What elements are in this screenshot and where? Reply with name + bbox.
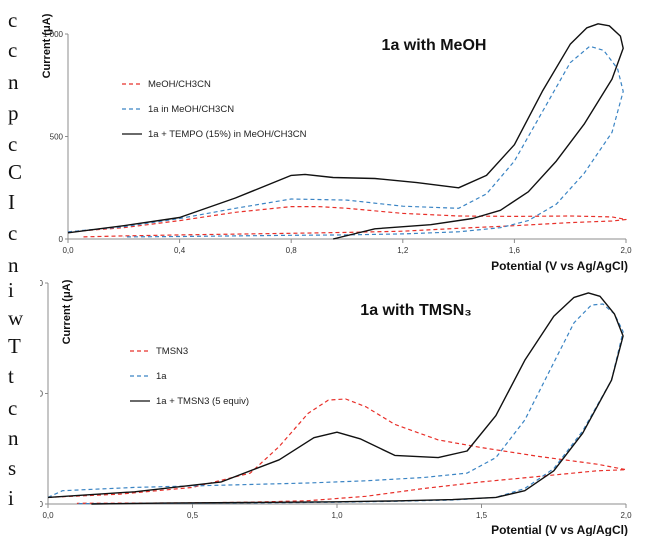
background-text-left-14: n: [8, 426, 19, 450]
chart-panel-tmsn3: 0,0 0,5 1,0 1,5 2,0 0 500 1 000 Current (μA) Pote…: [23, 278, 646, 537]
chart-panel-meoh: 0,0 0,4 0,8 1,2 1,6 2,0 0 500 1 000 Current (μA) P…: [40, 6, 646, 274]
y-tick-label: 1 000: [43, 30, 64, 39]
y-tick-label: 500: [50, 133, 64, 142]
background-text-left-15: s: [8, 456, 17, 480]
cv-chart-tmsn3: 0,0 0,5 1,0 1,5 2,0 0 500 1 000 Current (μA) Pote…: [23, 279, 632, 537]
x-tick-label: 1,5: [476, 511, 488, 520]
y-tick-label: 500: [40, 390, 44, 399]
x-tick-label: 0,4: [174, 246, 186, 255]
background-text-left-13: c: [8, 396, 18, 420]
background-text-left-11: T: [8, 334, 21, 358]
series-line-1: [47, 303, 624, 505]
background-text-left-7: c: [8, 221, 18, 245]
x-tick-label: 0,0: [42, 511, 54, 520]
legend-label-2: 1a + TMSN3 (5 equiv): [156, 396, 249, 407]
legend-label-1: 1a in MeOH/CH3CN: [148, 104, 234, 115]
x-axis-label: Potential (V vs Ag/AgCl): [491, 523, 628, 536]
x-tick-label: 0,0: [62, 246, 74, 255]
background-text-left-10: w: [8, 306, 24, 330]
x-tick-label: 1,2: [397, 246, 409, 255]
background-text-left-6: I: [8, 190, 15, 214]
background-text-left-1: c: [8, 38, 18, 62]
background-text-left-2: n: [8, 70, 19, 94]
x-tick-label: 1,0: [331, 511, 343, 520]
x-tick-label: 0,8: [286, 246, 298, 255]
y-tick-label: 0: [59, 235, 64, 244]
series-line-0: [47, 398, 627, 504]
x-tick-label: 1,6: [509, 246, 521, 255]
x-tick-label: 0,5: [187, 511, 199, 520]
y-tick-label: 1 000: [40, 279, 44, 288]
legend-label-2: 1a + TEMPO (15%) in MeOH/CH3CN: [148, 129, 307, 140]
legend-label-1: 1a: [156, 371, 167, 382]
legend-label-0: MeOH/CH3CN: [148, 79, 211, 90]
series-line-2: [47, 292, 624, 505]
legend-label-0: TMSN3: [156, 346, 188, 357]
background-text-left-9: i: [8, 278, 14, 302]
y-axis-label: Current (μA): [61, 279, 73, 344]
background-text-left-3: p: [8, 101, 19, 125]
series-line-2: [67, 23, 624, 240]
y-tick-label: 0: [40, 500, 44, 509]
background-text-left-4: c: [8, 132, 18, 156]
x-tick-label: 2,0: [620, 511, 632, 520]
x-tick-label: 2,0: [620, 246, 632, 255]
series-line-0: [67, 206, 627, 238]
y-axis-label: Current (μA): [41, 13, 53, 78]
background-text-left-8: n: [8, 253, 19, 277]
series-line-1: [67, 45, 624, 238]
background-text-left-12: t: [8, 364, 14, 388]
chart-title: 1a with TMSN₃: [360, 302, 471, 319]
background-text-left-16: i: [8, 486, 14, 510]
background-text-left-5: C: [8, 160, 23, 184]
x-axis-label: Potential (V vs Ag/AgCl): [491, 259, 628, 273]
background-text-left-0: c: [8, 8, 18, 32]
chart-title: 1a with MeOH: [382, 37, 487, 54]
